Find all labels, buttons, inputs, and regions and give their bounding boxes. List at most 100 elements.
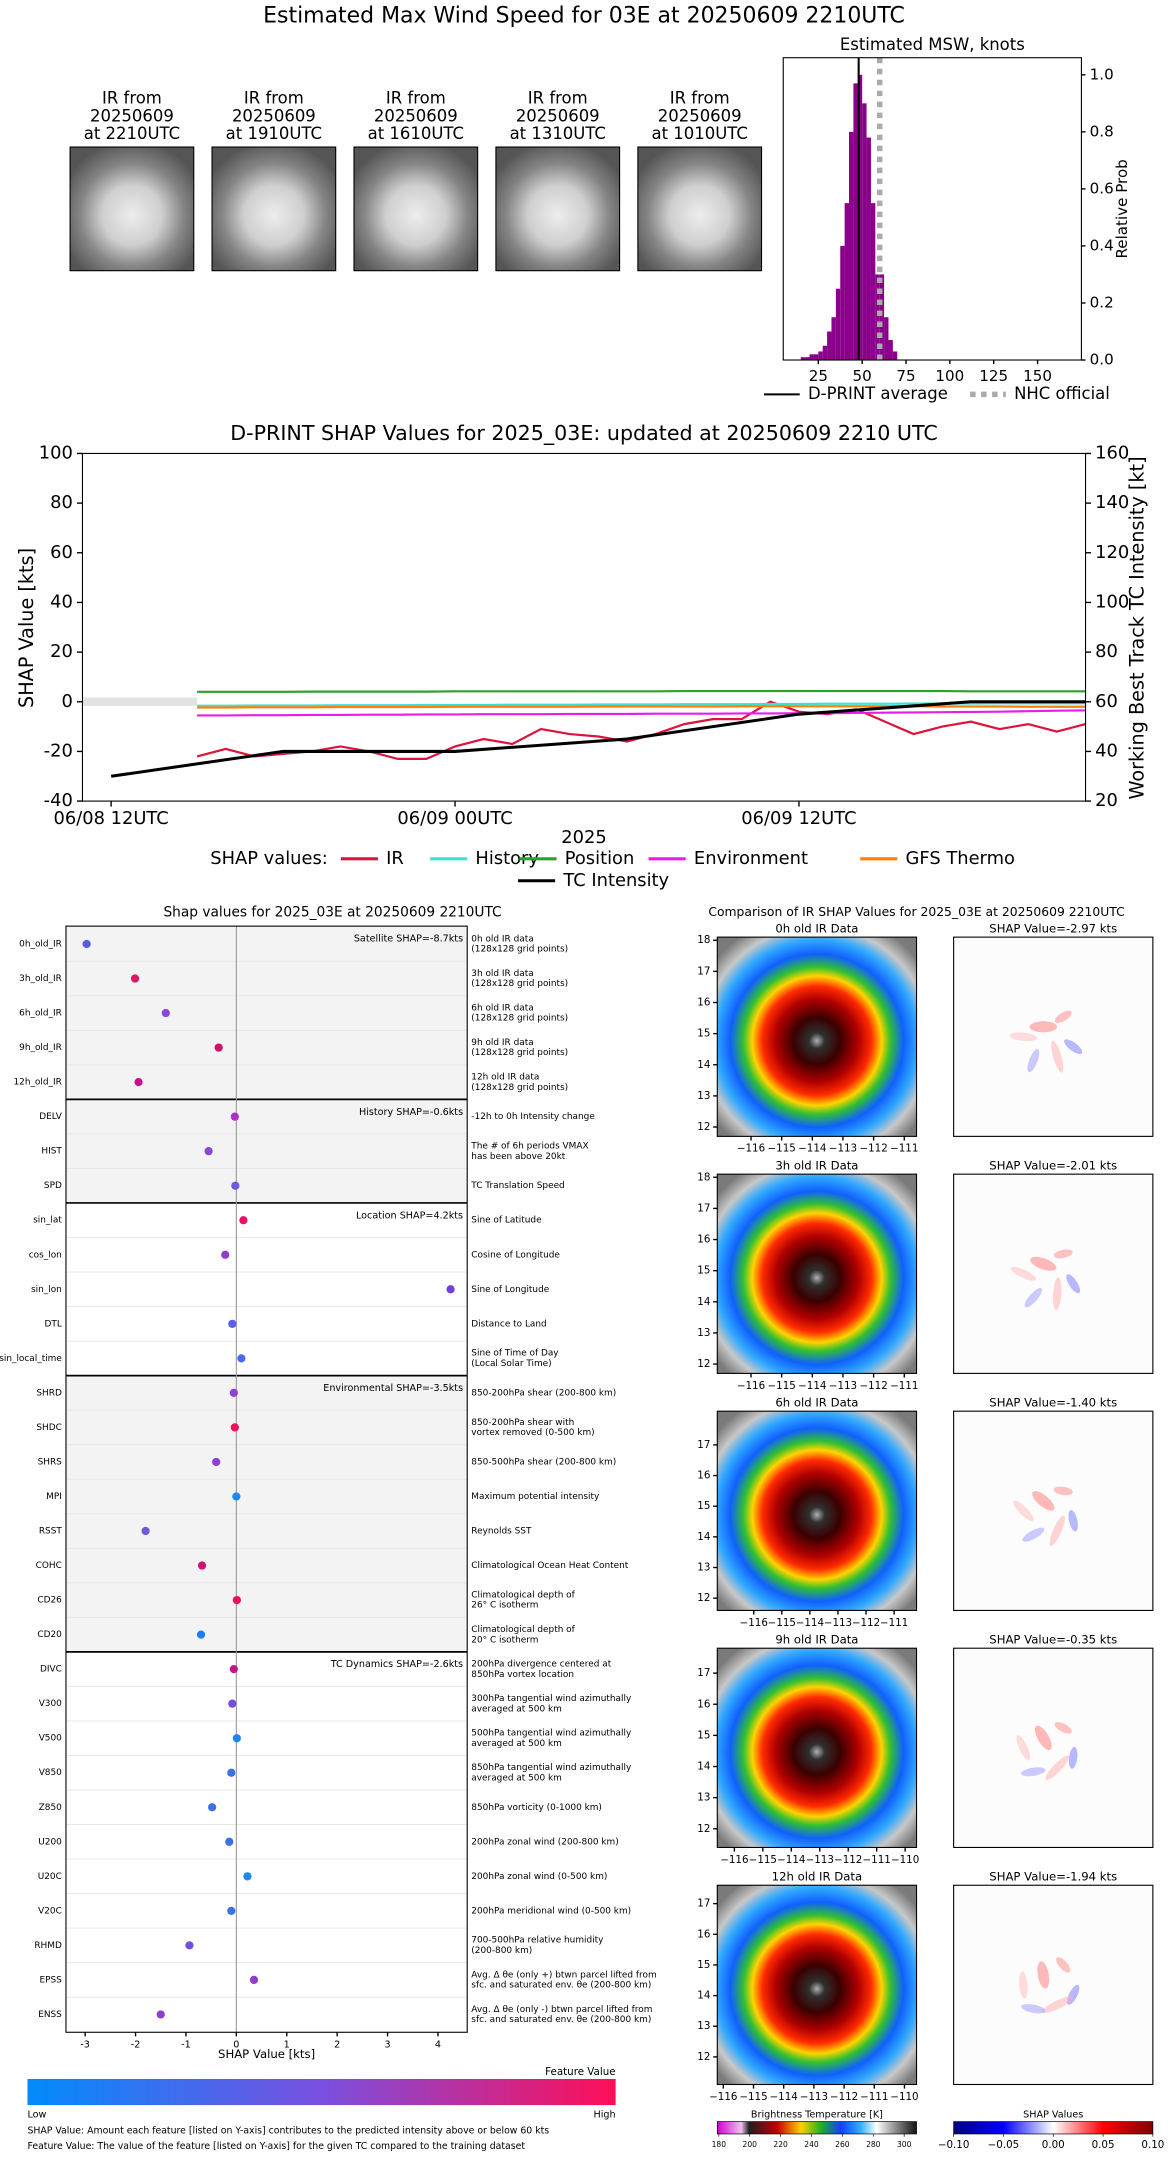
feature-name: sin_lat xyxy=(33,1216,62,1226)
feature-description: 26° C isotherm xyxy=(471,1601,538,1611)
thumbnail-label: IR from xyxy=(244,88,304,107)
y2-tick-label: 100 xyxy=(1095,591,1129,612)
x-tick-label: −111 xyxy=(863,1854,891,1866)
colorbar-label: Feature Value xyxy=(545,2066,615,2078)
colorbar-tick-label: 300 xyxy=(897,2140,912,2149)
shap-blob xyxy=(1054,1010,1072,1024)
y-tick-label: 100 xyxy=(39,442,73,463)
shap-blob xyxy=(1054,1722,1072,1734)
x-tick-label: −112 xyxy=(852,1617,880,1629)
x-tick-label: 1 xyxy=(284,2040,290,2051)
feature-name: V300 xyxy=(39,1699,62,1709)
shap-blob xyxy=(1029,1021,1058,1033)
ir-thumbnail xyxy=(637,146,763,272)
y-tick-label: 15 xyxy=(697,1265,710,1277)
y2-tick-label: 20 xyxy=(1095,790,1118,811)
y-tick-label: 13 xyxy=(697,1792,710,1804)
panel-title: 9h old IR Data xyxy=(775,1632,858,1646)
panel-title: 12h old IR Data xyxy=(772,1869,862,1883)
x-tick-label: −116 xyxy=(709,2091,737,2103)
feature-description: Sine of Longitude xyxy=(471,1285,549,1295)
shap-title: SHAP Value=-2.01 kts xyxy=(989,1158,1117,1172)
shap-blob xyxy=(1027,1049,1040,1073)
shap-dot xyxy=(141,1526,150,1536)
feature-description: Sine of Latitude xyxy=(471,1216,542,1226)
feature-description: 200hPa zonal wind (0-500 km) xyxy=(471,1872,607,1882)
feature-name: CD20 xyxy=(37,1630,62,1640)
shap-dot xyxy=(225,1837,234,1846)
series-line xyxy=(197,689,1086,693)
feature-description: 850-200hPa shear with xyxy=(471,1418,574,1428)
x-tick-label: -2 xyxy=(131,2040,141,2051)
feature-description: vortex removed (0-500 km) xyxy=(471,1428,594,1438)
y-tick-label: 15 xyxy=(697,1028,710,1040)
group-shade xyxy=(65,926,468,1100)
legend-label: TC Intensity xyxy=(562,870,669,891)
legend-title: SHAP values: xyxy=(210,848,328,869)
x-axis-label: 2025 xyxy=(561,827,606,848)
x-tick-label: −114 xyxy=(777,1854,805,1866)
y2-tick-label: 60 xyxy=(1095,691,1118,712)
group-label: Location SHAP=4.2kts xyxy=(356,1210,463,1221)
group-label: History SHAP=-0.6kts xyxy=(359,1107,463,1118)
y-tick-label: 18 xyxy=(697,934,710,946)
feature-description: 850-500hPa shear (200-800 km) xyxy=(471,1457,616,1467)
feature-name: 3h_old_IR xyxy=(19,974,62,984)
shap-dot xyxy=(229,1388,238,1398)
y-tick-label: 16 xyxy=(697,1698,710,1710)
y-axis-label: SHAP Value [kts] xyxy=(15,548,38,708)
feature-description: -12h to 0h Intensity change xyxy=(471,1112,595,1122)
y-tick-label: 17 xyxy=(697,1202,710,1214)
colorbar-label: SHAP Values xyxy=(1023,2110,1083,2121)
feature-description: sfc. and saturated env. θe (200-800 km) xyxy=(471,2015,651,2025)
ir-image xyxy=(717,937,917,1137)
x-tick-label: −116 xyxy=(740,1617,768,1629)
shap-dot xyxy=(185,1941,194,1950)
thumbnail-label: 20250609 xyxy=(374,106,458,125)
x-tick-label: 3 xyxy=(384,2040,390,2051)
chart-title: Shap values for 2025_03E at 20250609 221… xyxy=(163,904,501,920)
x-tick-label: 75 xyxy=(896,367,915,385)
x-tick-label: −115 xyxy=(768,1380,796,1392)
y2-tick-label: 140 xyxy=(1095,492,1129,513)
feature-description: 0h old IR data xyxy=(471,934,533,944)
feature-name: SHDC xyxy=(36,1423,61,1433)
feature-description: (128x128 grid points) xyxy=(471,945,568,955)
y-tick-label: 16 xyxy=(697,1470,710,1482)
feature-description: 300hPa tangential wind azimuthally xyxy=(471,1694,632,1704)
shap-dot xyxy=(228,1319,237,1328)
y-tick-label: 60 xyxy=(50,542,73,563)
group-shade xyxy=(65,1099,468,1203)
feature-name: RHMD xyxy=(34,1941,62,1951)
shap-blob xyxy=(1049,1515,1065,1546)
shap-dot xyxy=(82,939,91,949)
colorbar-tick-label: 200 xyxy=(743,2140,758,2149)
colorbar xyxy=(953,2121,1154,2135)
shap-blob xyxy=(1010,1266,1036,1281)
x-tick-label: −113 xyxy=(829,1380,857,1392)
shap-dot xyxy=(229,1665,238,1674)
x-tick-label: −113 xyxy=(829,1143,857,1155)
x-tick-label: −112 xyxy=(830,2091,858,2103)
thumbnail-label: 20250609 xyxy=(658,106,742,125)
feature-description: (128x128 grid points) xyxy=(471,1083,568,1093)
shap-title: SHAP Value=-1.40 kts xyxy=(989,1395,1117,1409)
shap-dot xyxy=(197,1561,207,1570)
x-tick-label: −111 xyxy=(860,2091,888,2103)
feature-description: 850hPa vorticity (0-1000 km) xyxy=(471,1803,602,1813)
feature-description: (128x128 grid points) xyxy=(471,979,568,989)
y-tick-label: 14 xyxy=(697,1059,710,1071)
shap-blob xyxy=(1021,1767,1046,1777)
bar xyxy=(884,317,889,361)
feature-description: averaged at 500 km xyxy=(471,1739,562,1749)
legend-label: NHC official xyxy=(1014,384,1110,403)
feature-description: 200hPa zonal wind (200-800 km) xyxy=(471,1837,618,1847)
shap-map xyxy=(953,1410,1154,1611)
shap-blob xyxy=(1064,1039,1083,1055)
feature-name: Z850 xyxy=(39,1803,62,1813)
bar xyxy=(800,357,806,361)
shap-dot xyxy=(227,1768,236,1777)
x-tick-label: −115 xyxy=(749,1854,777,1866)
y-tick-label: 14 xyxy=(697,1296,710,1308)
